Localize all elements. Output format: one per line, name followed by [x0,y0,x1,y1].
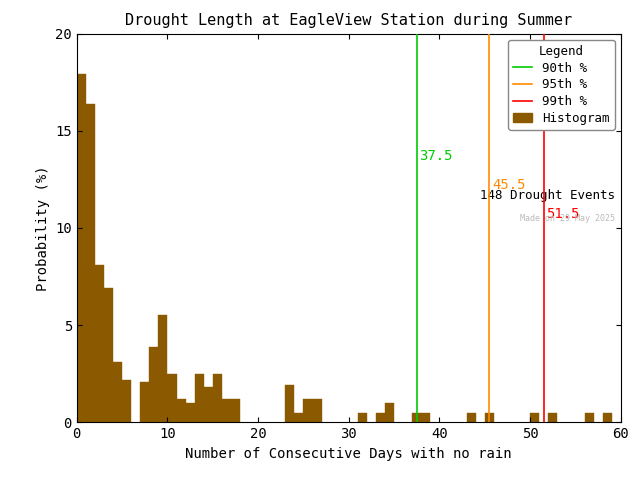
Bar [312,399,321,422]
Bar [158,315,168,422]
Bar [77,74,86,422]
Text: 45.5: 45.5 [492,178,525,192]
Bar [149,347,158,422]
Bar [140,382,149,422]
Bar [104,288,113,422]
Bar [294,413,303,422]
Y-axis label: Probability (%): Probability (%) [36,165,50,291]
Text: 37.5: 37.5 [420,149,453,163]
Bar [113,362,122,422]
Text: 51.5: 51.5 [547,207,580,221]
Bar [376,413,385,422]
Title: Drought Length at EagleView Station during Summer: Drought Length at EagleView Station duri… [125,13,572,28]
Bar [212,374,222,422]
X-axis label: Number of Consecutive Days with no rain: Number of Consecutive Days with no rain [186,447,512,461]
Bar [168,374,177,422]
Bar [122,380,131,422]
Bar [603,413,612,422]
Bar [421,413,430,422]
Bar [385,403,394,422]
Bar [95,265,104,422]
Bar [485,413,494,422]
Bar [548,413,557,422]
Text: 148 Drought Events: 148 Drought Events [481,189,615,202]
Bar [195,374,204,422]
Bar [584,413,594,422]
Bar [177,399,186,422]
Bar [303,399,312,422]
Bar [204,387,212,422]
Bar [231,399,240,422]
Bar [222,399,231,422]
Text: Made on 29 May 2025: Made on 29 May 2025 [520,215,615,223]
Bar [467,413,476,422]
Legend: 90th %, 95th %, 99th %, Histogram: 90th %, 95th %, 99th %, Histogram [508,40,614,130]
Bar [530,413,540,422]
Bar [86,104,95,422]
Bar [186,403,195,422]
Bar [412,413,421,422]
Bar [358,413,367,422]
Bar [285,385,294,422]
